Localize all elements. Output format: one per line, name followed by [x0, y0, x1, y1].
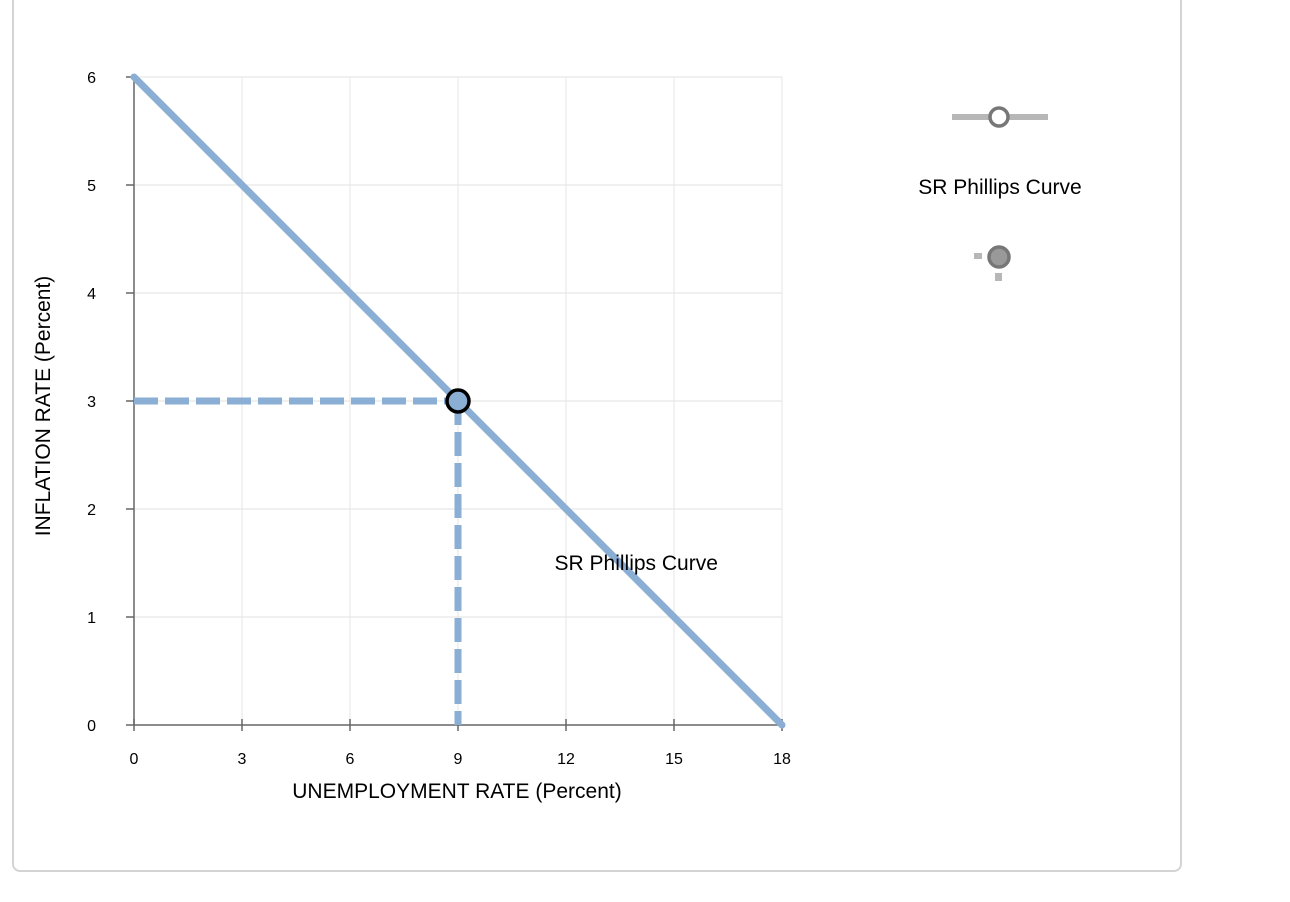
x-tick-label: 12	[557, 751, 575, 768]
y-tick-label: 6	[87, 70, 96, 87]
equilibrium-point[interactable]	[445, 388, 471, 414]
point-tool-button[interactable]	[970, 244, 1018, 284]
y-axis-title: INFLATION RATE (Percent)	[32, 276, 55, 537]
x-tick-label: 3	[238, 751, 247, 768]
x-tick-label: 18	[773, 751, 791, 768]
point-with-guides-icon	[974, 245, 1011, 281]
y-tick-label: 5	[87, 178, 96, 195]
line-tool-label: SR Phillips Curve	[918, 176, 1082, 199]
x-axis-title: UNEMPLOYMENT RATE (Percent)	[292, 780, 621, 803]
curve-label: SR Phillips Curve	[555, 552, 718, 575]
tool-palette: SR Phillips Curve	[880, 96, 1120, 296]
x-tick-label: 6	[346, 751, 355, 768]
x-tick-label: 0	[130, 751, 139, 768]
x-tick-label: 9	[454, 751, 463, 768]
x-tick-label: 15	[665, 751, 683, 768]
y-tick-label: 1	[87, 610, 96, 627]
y-tick-label: 0	[87, 718, 96, 735]
y-tick-label: 2	[87, 502, 96, 519]
points-group[interactable]	[445, 388, 471, 414]
line-with-point-icon	[952, 106, 1048, 128]
line-tool-button[interactable]	[950, 106, 1050, 128]
y-tick-label: 3	[87, 394, 96, 411]
y-tick-label: 4	[87, 286, 96, 303]
dashed-guides	[134, 397, 462, 725]
